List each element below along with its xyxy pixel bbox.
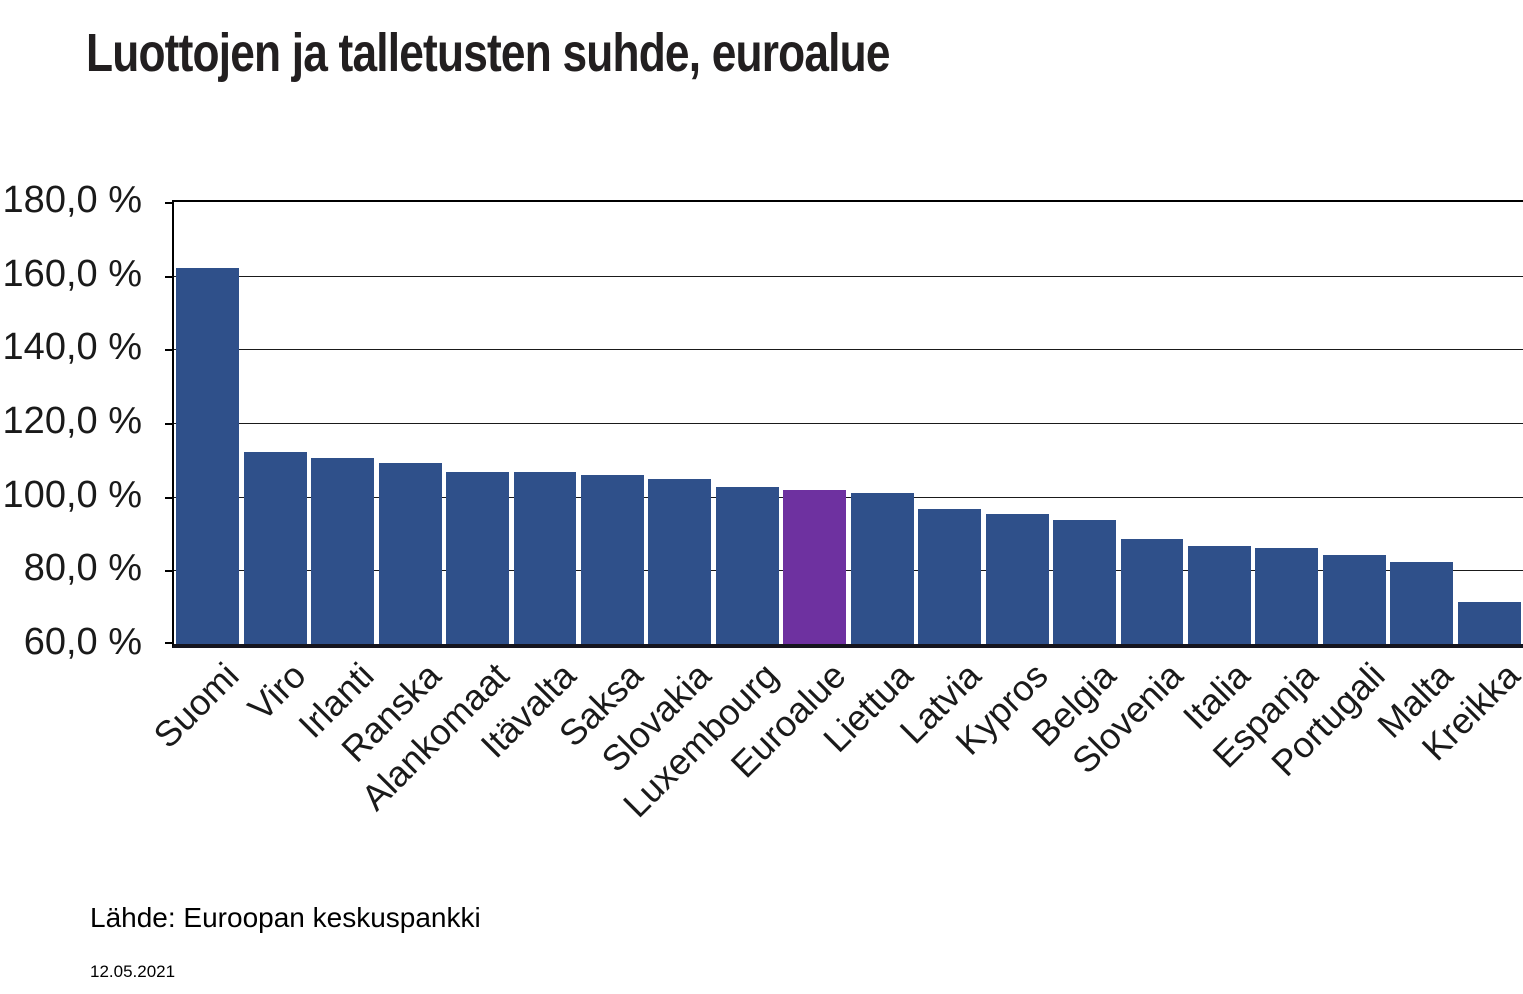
plot-area — [165, 200, 1523, 648]
y-tick-80 — [165, 570, 174, 573]
chart-title: Luottojen ja talletusten suhde, euroalue — [86, 23, 891, 83]
y-tick-100 — [165, 496, 174, 499]
bar-suomi — [176, 267, 240, 644]
y-axis-label: 180,0 % — [2, 179, 142, 221]
gridline-120 — [174, 423, 1523, 424]
bar-liettua — [850, 492, 914, 644]
bar-italia — [1188, 546, 1251, 644]
gridline-140 — [174, 349, 1523, 351]
bar-latvia — [918, 508, 982, 644]
bar-malta — [1390, 561, 1454, 644]
date-stamp: 12.05.2021 — [90, 962, 176, 981]
gridline-80 — [174, 570, 1523, 572]
bar-itävalta — [513, 471, 577, 644]
source-note: Lähde: Euroopan keskuspankki — [90, 902, 481, 933]
y-axis-label: 60,0 % — [23, 621, 142, 663]
y-tick-120 — [165, 423, 174, 425]
bar-saksa — [580, 474, 644, 644]
bar-espanja — [1255, 547, 1319, 644]
bar-slovenia — [1120, 539, 1184, 644]
bar-luxembourg — [715, 487, 779, 644]
y-tick-180 — [165, 202, 174, 204]
bar-ranska — [378, 463, 442, 644]
gridline-160 — [174, 275, 1523, 277]
y-axis-label: 80,0 % — [23, 547, 142, 590]
y-tick-160 — [165, 275, 174, 278]
bar-viro — [243, 452, 307, 644]
bar-alankomaat — [446, 471, 509, 644]
gridline-100 — [174, 496, 1523, 498]
y-axis-label: 140,0 % — [2, 326, 142, 369]
y-tick-60 — [165, 642, 174, 644]
y-axis-label: 160,0 % — [2, 252, 142, 295]
bar-portugali — [1322, 554, 1386, 644]
bar-kreikka — [1457, 602, 1521, 644]
bar-kypros — [985, 513, 1049, 644]
bar-slovakia — [648, 479, 712, 644]
bar-irlanti — [311, 458, 375, 644]
y-tick-140 — [165, 349, 174, 352]
bar-belgia — [1053, 520, 1117, 644]
bar-euroalue — [783, 489, 847, 644]
y-axis-label: 100,0 % — [2, 473, 142, 516]
y-axis-label: 120,0 % — [2, 400, 142, 442]
